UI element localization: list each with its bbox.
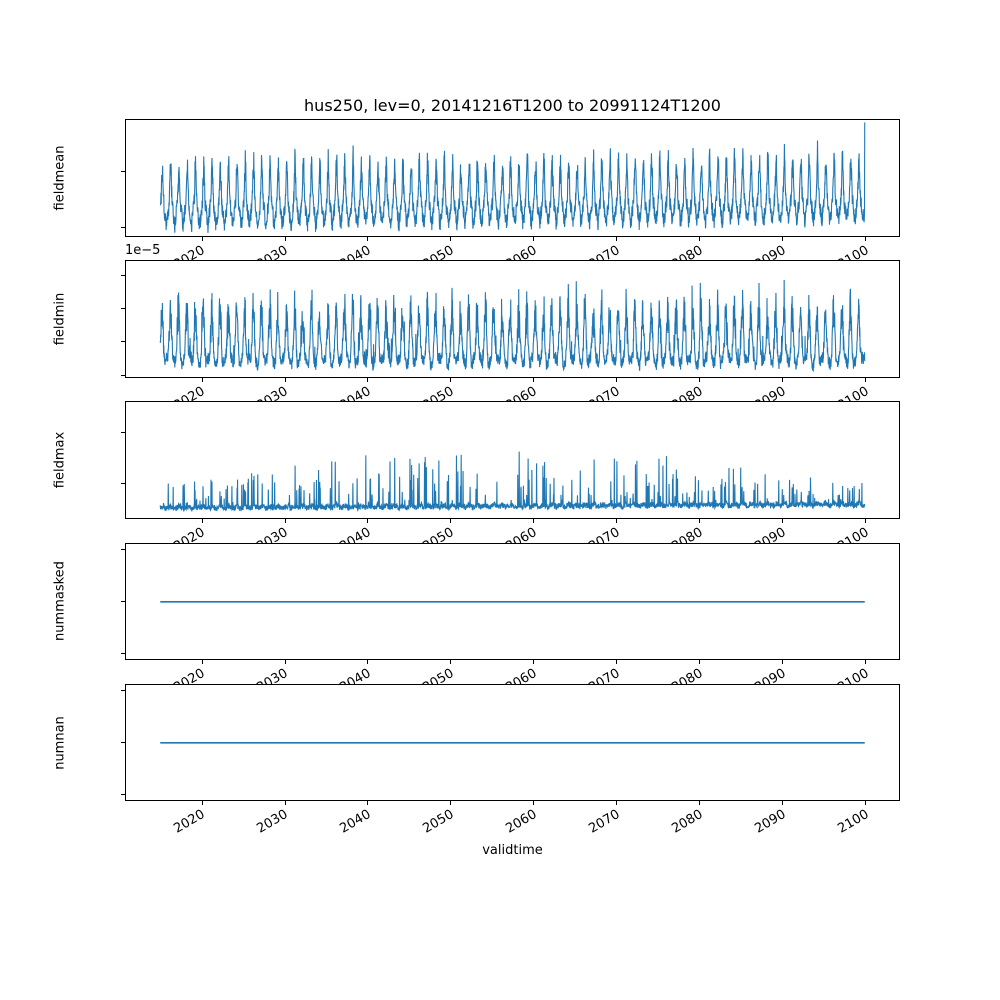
x-tick-mark xyxy=(450,801,452,806)
x-tick-mark xyxy=(865,660,867,665)
x-tick-mark xyxy=(616,801,618,806)
x-tick-mark xyxy=(616,519,618,523)
x-tick-label: 2060 xyxy=(503,807,540,837)
y-tick-mark xyxy=(121,374,125,376)
y-axis-label-nummasked: nummasked xyxy=(52,561,68,642)
x-tick-mark xyxy=(367,801,369,806)
x-tick-label: 2020 xyxy=(171,807,208,837)
x-tick-mark xyxy=(201,236,203,241)
series-line-fieldmean xyxy=(159,122,866,233)
subplot-fieldmean xyxy=(125,119,900,237)
x-tick-mark xyxy=(284,660,286,665)
y-axis-label-fieldmax: fieldmax xyxy=(52,432,68,489)
subplot-fieldmax xyxy=(125,401,900,519)
x-tick-mark xyxy=(699,660,701,665)
x-tick-mark xyxy=(865,236,867,241)
series-line-fieldmax xyxy=(159,452,866,513)
x-tick-mark xyxy=(616,660,618,665)
y-tick-mark xyxy=(121,652,125,654)
x-tick-mark xyxy=(533,801,535,806)
x-tick-mark xyxy=(201,801,203,806)
x-tick-mark xyxy=(782,801,784,806)
x-tick-label: 2100 xyxy=(834,807,872,837)
x-tick-mark xyxy=(533,377,535,382)
x-tick-label: 2080 xyxy=(669,807,706,837)
y-tick-mark xyxy=(121,742,125,744)
x-tick-mark xyxy=(782,519,784,523)
x-tick-mark xyxy=(367,660,369,665)
x-tick-mark xyxy=(201,377,203,382)
x-tick-mark xyxy=(367,236,369,241)
subplot-numnan xyxy=(125,683,900,802)
x-axis-label: validtime xyxy=(482,843,543,858)
x-tick-mark xyxy=(782,377,784,382)
x-tick-label: 2070 xyxy=(586,807,623,837)
y-tick-mark xyxy=(121,308,125,310)
x-tick-mark xyxy=(616,377,618,382)
x-tick-mark xyxy=(782,236,784,241)
x-tick-mark xyxy=(450,236,452,241)
x-tick-mark xyxy=(699,377,701,382)
x-tick-mark xyxy=(284,519,286,523)
x-tick-label: 2030 xyxy=(254,807,291,837)
y-axis-label-numnan: numnan xyxy=(52,715,68,770)
y-tick-mark xyxy=(121,227,125,228)
x-tick-mark xyxy=(284,236,286,241)
x-tick-mark xyxy=(865,801,867,806)
x-tick-mark xyxy=(865,519,867,523)
x-tick-mark xyxy=(284,377,286,382)
x-tick-label: 2050 xyxy=(420,807,457,837)
x-tick-mark xyxy=(450,660,452,665)
y-tick-mark xyxy=(121,794,125,795)
y-axis-label-fieldmin: fieldmin xyxy=(52,292,68,346)
y-axis-label-fieldmean: fieldmean xyxy=(52,145,68,211)
x-tick-mark xyxy=(201,519,203,523)
subplot-fieldmin xyxy=(125,260,900,378)
x-tick-mark xyxy=(533,519,535,523)
x-tick-mark xyxy=(699,801,701,806)
x-tick-mark xyxy=(782,660,784,665)
x-tick-mark xyxy=(284,801,286,806)
y-tick-mark xyxy=(121,171,125,173)
axis-offset-text: 1e−5 xyxy=(125,243,161,259)
x-tick-mark xyxy=(450,519,452,523)
x-tick-mark xyxy=(699,236,701,241)
x-tick-label: 2090 xyxy=(751,807,789,837)
x-tick-label: 2040 xyxy=(337,807,374,837)
x-tick-mark xyxy=(367,377,369,382)
x-tick-mark xyxy=(201,660,203,665)
x-tick-mark xyxy=(616,236,618,241)
y-tick-mark xyxy=(121,690,125,692)
x-tick-mark xyxy=(699,519,701,523)
x-tick-mark xyxy=(450,377,452,382)
x-tick-mark xyxy=(533,660,535,665)
y-tick-mark xyxy=(121,549,125,550)
x-tick-mark xyxy=(367,519,369,523)
x-tick-mark xyxy=(865,377,867,382)
y-tick-mark xyxy=(121,431,125,433)
y-tick-mark xyxy=(121,275,125,276)
series-line-fieldmin xyxy=(159,280,866,373)
x-tick-mark xyxy=(533,236,535,241)
y-tick-mark xyxy=(121,482,125,484)
y-tick-mark xyxy=(121,341,125,343)
subplot-nummasked xyxy=(125,542,900,661)
figure-title: hus250, lev=0, 20141216T1200 to 20991124… xyxy=(304,96,721,115)
y-tick-mark xyxy=(121,600,125,602)
